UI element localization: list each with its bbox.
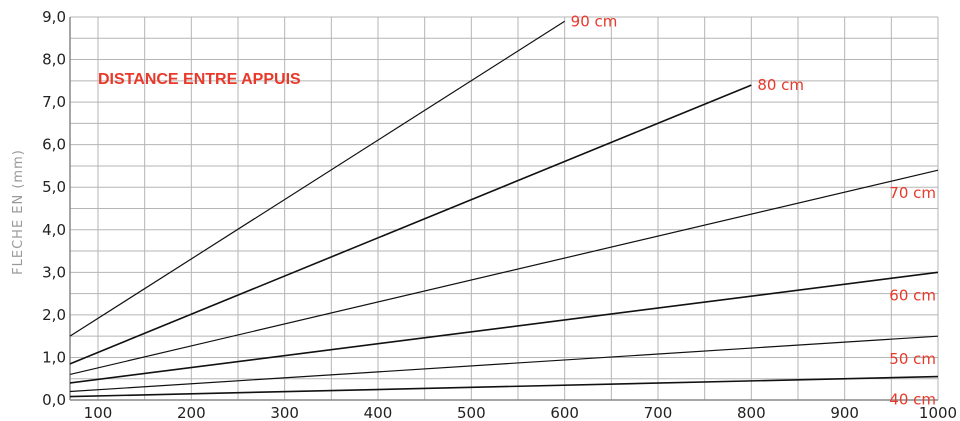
x-tick-label: 1000 bbox=[919, 404, 957, 421]
series-label: 60 cm bbox=[889, 286, 936, 304]
x-tick-label: 800 bbox=[737, 404, 766, 421]
x-tick-label: 100 bbox=[84, 404, 113, 421]
series-line bbox=[69, 271, 939, 384]
y-tick-label: 0,0 bbox=[42, 391, 66, 409]
series-label: 50 cm bbox=[889, 350, 936, 368]
y-tick-labels: 0,0 1,0 2,0 3,0 4,0 5,0 6,0 7,0 8,0 9,0 bbox=[42, 8, 66, 409]
y-tick-label: 2,0 bbox=[42, 306, 66, 324]
y-tick-label: 5,0 bbox=[42, 178, 66, 196]
series-line bbox=[69, 375, 939, 398]
series-line bbox=[69, 20, 565, 337]
series-label: 90 cm bbox=[571, 12, 618, 30]
series-lines bbox=[69, 20, 939, 398]
y-axis-label: FLECHE EN (mm) bbox=[11, 149, 26, 275]
x-tick-label: 500 bbox=[457, 404, 486, 421]
x-tick-label: 300 bbox=[270, 404, 299, 421]
y-tick-label: 7,0 bbox=[42, 93, 66, 111]
series-labels: 90 cm 80 cm 70 cm 60 cm 50 cm 40 cm bbox=[571, 12, 936, 408]
annotation-text: DISTANCE ENTRE APPUIS bbox=[98, 71, 301, 88]
x-tick-label: 400 bbox=[364, 404, 393, 421]
x-tick-label: 700 bbox=[644, 404, 673, 421]
x-tick-label: 900 bbox=[830, 404, 859, 421]
y-tick-label: 9,0 bbox=[42, 8, 66, 26]
x-tick-labels: 100 200 300 400 500 600 700 800 900 1000 bbox=[84, 404, 957, 421]
series-label: 70 cm bbox=[889, 184, 936, 202]
series-label: 80 cm bbox=[757, 76, 804, 94]
y-tick-label: 8,0 bbox=[42, 51, 66, 69]
y-tick-label: 1,0 bbox=[42, 348, 66, 366]
y-tick-label: 4,0 bbox=[42, 221, 66, 239]
x-tick-label: 200 bbox=[177, 404, 206, 421]
y-tick-label: 3,0 bbox=[42, 263, 66, 281]
series-line bbox=[69, 169, 939, 376]
series-label: 40 cm bbox=[889, 391, 936, 409]
x-tick-label: 600 bbox=[550, 404, 579, 421]
y-tick-label: 6,0 bbox=[42, 136, 66, 154]
series-line bbox=[69, 84, 752, 365]
series-line bbox=[69, 335, 939, 393]
